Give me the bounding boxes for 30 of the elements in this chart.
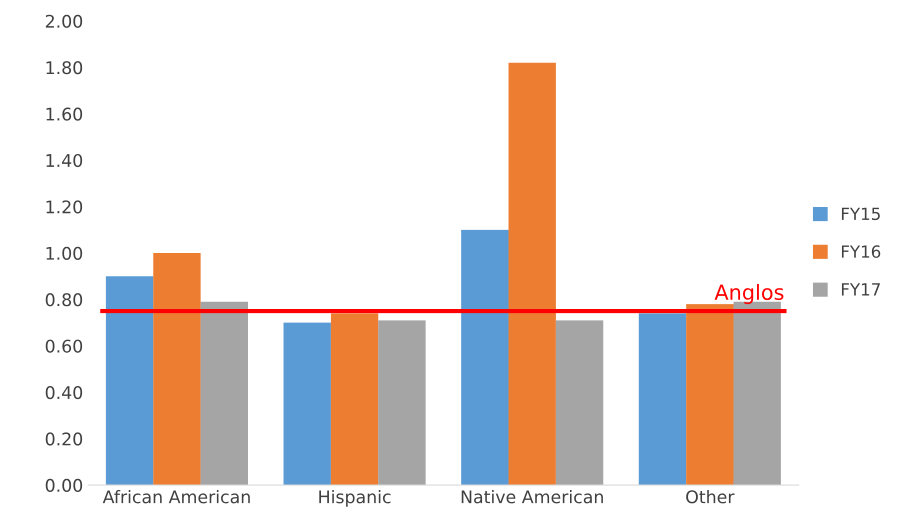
y-tick-label: 0.60 [46,340,82,353]
bar [556,320,604,486]
ref-line-label: Anglos [714,284,784,304]
y-tick-label: 1.60 [46,108,82,121]
y-tick-label: 0.80 [46,293,82,306]
bar [686,304,734,486]
legend-label: FY16 [842,245,880,258]
bar [638,313,686,486]
x-tick-label: Native American [462,490,603,504]
y-tick-label: 2.00 [46,14,82,28]
y-tick-label: 1.80 [46,61,82,74]
bar [461,230,509,486]
y-tick-label: 0.40 [46,386,82,400]
x-tick-label: Hispanic [319,490,390,507]
bar [330,313,378,486]
bar [378,320,426,486]
x-tick-label: African American [102,490,250,504]
y-tick-label: 0.20 [46,432,82,446]
y-tick-label: 1.20 [46,200,82,214]
legend-label: FY17 [842,283,880,296]
x-tick-label: Other [686,490,734,504]
bar [153,253,201,486]
legend-label: FY15 [842,208,880,220]
bar [106,276,154,486]
y-tick-label: 1.00 [46,246,82,260]
y-tick-label: 1.40 [46,154,82,168]
y-tick-label: 0.00 [46,478,82,492]
bar [200,302,248,486]
bar [284,322,331,486]
bar [508,62,556,486]
